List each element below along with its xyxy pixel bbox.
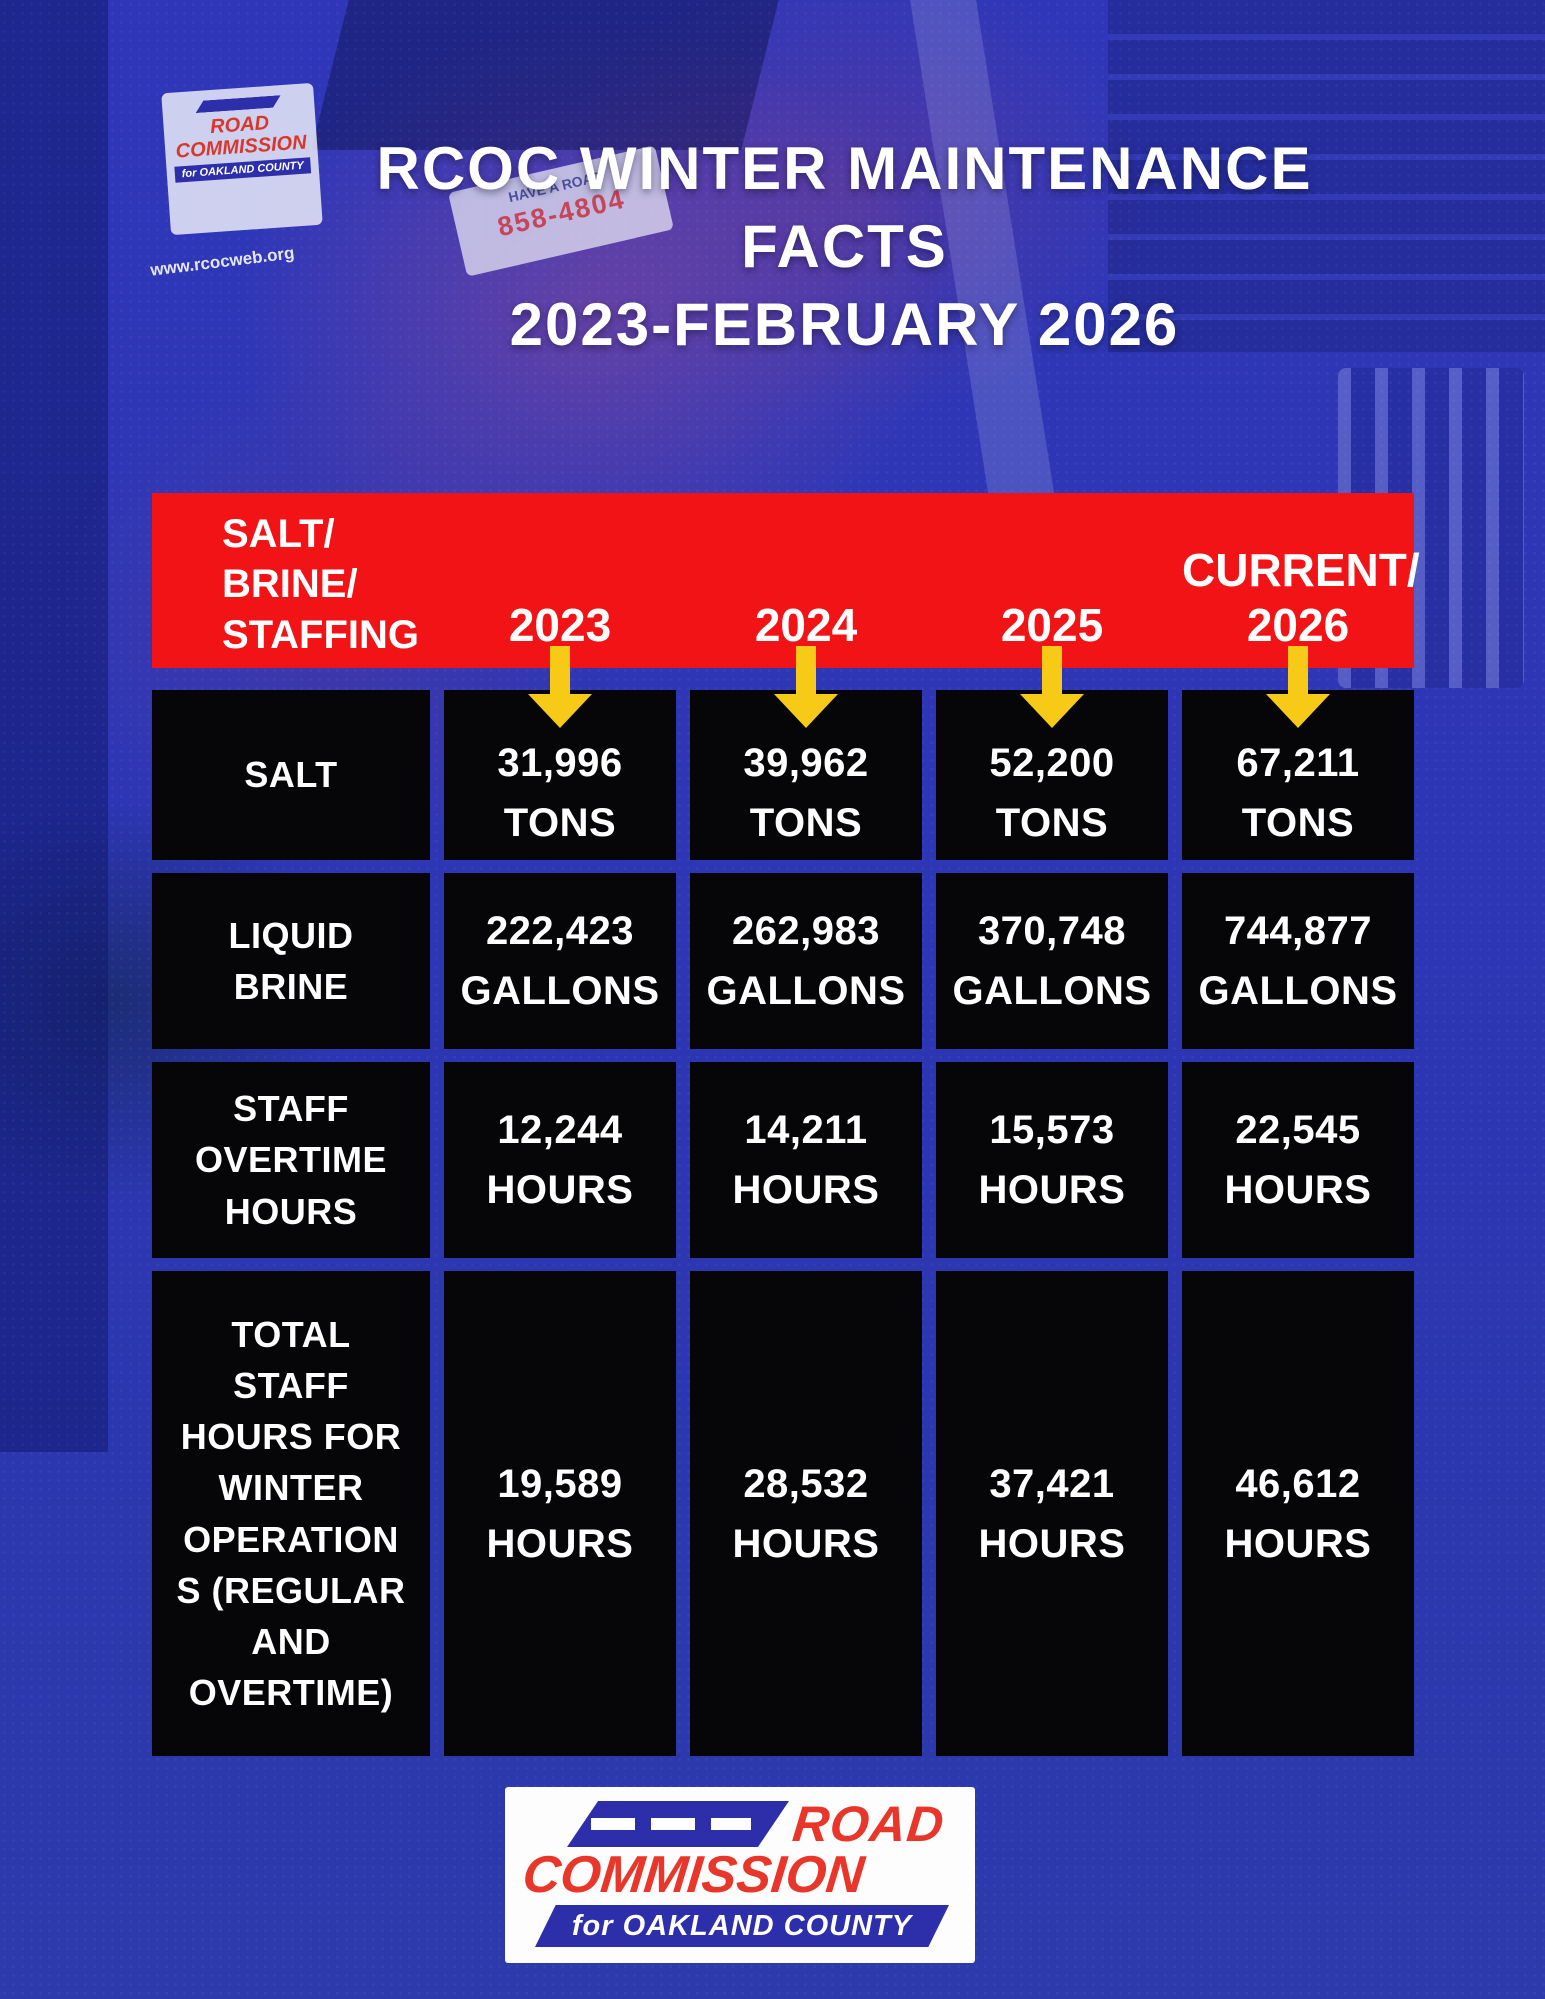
value-total-2023: 19,589 HOURS <box>444 1271 676 1756</box>
rcoc-logo: ROAD COMMISSION for OAKLAND COUNTY <box>505 1787 975 1963</box>
header-year-2025: 2025 <box>1000 599 1104 651</box>
title-line-1: RCOC WINTER MAINTENANCE <box>376 135 1313 202</box>
value-salt-2025: 52,200 TONS <box>936 690 1168 860</box>
value-total-2024: 28,532 HOURS <box>690 1271 922 1756</box>
header-category-label: SALT/ BRINE/ STAFFING <box>222 512 420 657</box>
door-sign-road-icon <box>195 95 282 113</box>
row-label-staff-overtime: STAFF OVERTIME HOURS <box>152 1062 430 1258</box>
down-arrow-icon <box>774 646 838 728</box>
down-arrow-icon <box>528 646 592 728</box>
value-overtime-2026: 22,545 HOURS <box>1182 1062 1414 1258</box>
title-line-2: FACTS <box>741 213 948 280</box>
down-arrow-icon <box>1020 646 1084 728</box>
winter-facts-table: SALT 31,996 TONS 39,962 TONS 52,200 TONS… <box>152 690 1414 1756</box>
header-year-2024: 2024 <box>754 599 858 651</box>
logo-commission-word: COMMISSION <box>519 1846 867 1904</box>
logo-tagline-text: for OAKLAND COUNTY <box>571 1909 913 1942</box>
table-header-bar: SALT/ BRINE/ STAFFING 2023 2024 2025 CUR… <box>152 493 1420 668</box>
value-brine-2024: 262,983 GALLONS <box>690 873 922 1049</box>
value-brine-2026: 744,877 GALLONS <box>1182 873 1414 1049</box>
row-label-liquid-brine: LIQUID BRINE <box>152 873 430 1049</box>
value-total-2025: 37,421 HOURS <box>936 1271 1168 1756</box>
value-brine-2023: 222,423 GALLONS <box>444 873 676 1049</box>
header-year-2023: 2023 <box>508 599 612 651</box>
row-label-salt: SALT <box>152 690 430 860</box>
title-line-3: 2023-FEBRUARY 2026 <box>509 291 1180 358</box>
value-brine-2025: 370,748 GALLONS <box>936 873 1168 1049</box>
page-title: RCOC WINTER MAINTENANCE FACTS 2023-FEBRU… <box>72 130 1545 364</box>
photo-left-shadow <box>0 0 108 1452</box>
row-label-total-staff-hours: TOTAL STAFF HOURS FOR WINTER OPERATION S… <box>152 1271 430 1756</box>
header-year-current-2026: CURRENT/ 2026 <box>1182 544 1420 651</box>
logo-tagline-banner: for OAKLAND COUNTY <box>535 1905 949 1947</box>
down-arrow-icon <box>1266 646 1330 728</box>
brick-wall-pattern <box>1108 0 1545 352</box>
value-overtime-2023: 12,244 HOURS <box>444 1062 676 1258</box>
value-overtime-2025: 15,573 HOURS <box>936 1062 1168 1258</box>
logo-road-icon <box>567 1801 789 1847</box>
value-total-2026: 46,612 HOURS <box>1182 1271 1414 1756</box>
value-overtime-2024: 14,211 HOURS <box>690 1062 922 1258</box>
